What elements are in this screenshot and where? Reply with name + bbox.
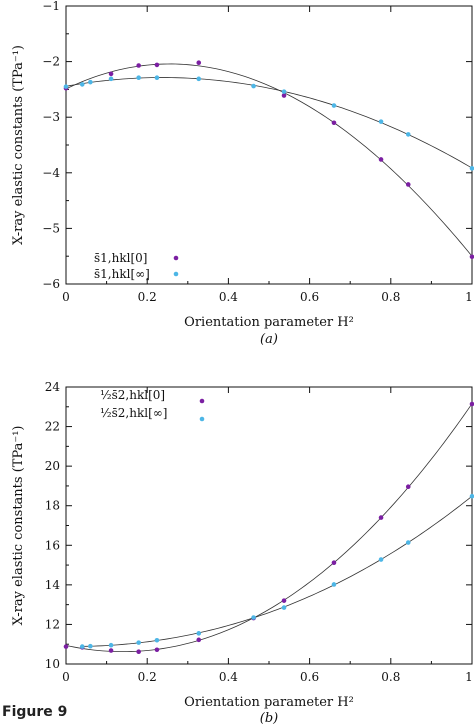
chart-b-fit-curve-2: [82, 495, 472, 647]
chart-b-y-tick-label: 20: [45, 459, 60, 473]
figure-label: Figure 9: [2, 704, 67, 720]
chart-a-series-2-point: [251, 83, 256, 89]
chart-a-x-tick-label: 0: [62, 290, 70, 304]
chart-b-series-2-point: [405, 540, 411, 545]
chart-b-series-2-point: [154, 637, 160, 643]
chart-b-series-1-point: [378, 515, 384, 520]
chart-a-series-2-point: [63, 84, 69, 89]
chart-a-legend-marker-1: [173, 255, 179, 261]
chart-b-series-1-point: [196, 637, 202, 643]
chart-a-series-2-point: [154, 75, 160, 81]
chart-a-series-2-point: [88, 79, 93, 85]
chart-b-series-2-point: [79, 644, 85, 649]
chart-a-series-1-point: [378, 157, 384, 162]
chart-a-series-1-point: [281, 93, 287, 98]
chart-b-legend-label-1: ½s̄2,hkl[0]: [100, 388, 165, 402]
chart-b-plot-frame: [65, 386, 473, 665]
chart-a-series-2-point: [196, 76, 202, 82]
chart-a-fit-curve-2: [66, 77, 472, 169]
chart-a-plot-frame: [65, 5, 473, 285]
chart-b-y-tick-label: 22: [45, 420, 60, 434]
chart-a-series-2-point: [331, 103, 337, 108]
chart-b-series-1-point: [136, 649, 141, 655]
chart-b-series-2-point: [331, 582, 337, 587]
chart-a-series-2-point: [378, 119, 384, 124]
chart-b-y-tick-label: 14: [45, 578, 61, 592]
chart-a-x-tick-label: 0.8: [381, 290, 400, 304]
chart-a-fit-curve-1: [66, 63, 472, 257]
chart-b-series-2-point: [136, 640, 141, 645]
chart-b-x-tick-label: 0.8: [381, 670, 400, 684]
chart-a-legend-label-2: s̄1,hkl[∞]: [94, 267, 150, 281]
chart-b-legend-marker-2: [199, 416, 205, 422]
chart-b-series-2-point: [108, 642, 114, 648]
chart-a-series-2-point: [108, 76, 114, 82]
chart-a-y-tick-label: −1: [42, 0, 60, 13]
chart-b-caption: (b): [260, 711, 278, 724]
panel-b-chart: 0 0.2 0.4 0.6 0.8 1 10 12 14 16 18 20 22 24 Orientatio…: [11, 380, 474, 724]
chart-b-series-1-point: [331, 560, 337, 565]
chart-a-series-1-point: [331, 120, 337, 126]
chart-b-series-1-point: [469, 401, 474, 407]
chart-b-series-2-point: [378, 557, 384, 562]
chart-a-series-1-point: [469, 254, 474, 260]
chart-b-series-2-point: [469, 493, 474, 499]
chart-a-y-tick-label: −4: [42, 166, 60, 180]
chart-a-series-1-point: [108, 71, 114, 77]
chart-a-x-tick-label: 1: [465, 290, 473, 304]
chart-b-y-tick-label: 16: [45, 538, 60, 552]
chart-b-series-1-point: [405, 484, 411, 490]
chart-a-x-tick-label: 0.6: [300, 290, 319, 304]
chart-b-series-1-point: [63, 644, 69, 649]
chart-a-series-2-point: [79, 82, 85, 87]
chart-a-y-tick-label: −6: [42, 277, 60, 291]
chart-a-series-1-point: [136, 63, 141, 68]
chart-b-series-1-point: [154, 647, 160, 653]
chart-b-y-tick-label: 18: [45, 499, 60, 513]
chart-a-series-2-point: [469, 166, 474, 171]
chart-b-x-tick-label: 0: [62, 670, 70, 684]
chart-b-x-tick-label: 0.6: [300, 670, 319, 684]
chart-a-series-1-point: [196, 60, 202, 66]
chart-a-x-tick-label: 0.2: [138, 290, 157, 304]
chart-b-legend-label-2: ½s̄2,hkl[∞]: [100, 406, 167, 420]
chart-b-series-2-point: [251, 615, 256, 620]
chart-b-y-tick-label: 12: [45, 617, 60, 631]
chart-b-series-1-point: [108, 648, 114, 653]
chart-b-y-tick-label: 24: [45, 380, 61, 394]
chart-b-series-2-point: [196, 631, 202, 636]
chart-b-x-tick-label: 1: [465, 670, 473, 684]
chart-b-legend-marker-1: [199, 398, 205, 404]
chart-a-series-1-point: [405, 182, 411, 187]
chart-a-y-axis-label: X-ray elastic constants (TPa⁻¹): [11, 45, 26, 245]
chart-a-caption: (a): [260, 332, 278, 347]
chart-b-series-1-point: [281, 598, 287, 603]
chart-a-y-tick-label: −2: [42, 55, 60, 69]
chart-a-series-1-point: [154, 62, 160, 68]
chart-a-x-tick-label: 0.4: [219, 290, 238, 304]
chart-b-x-axis-label: Orientation parameter H²: [184, 695, 354, 710]
chart-a-y-tick-label: −3: [42, 110, 60, 124]
chart-b-series-2-point: [281, 605, 287, 610]
panel-a-chart: 0 0.2 0.4 0.6 0.8 1 −6 −5 −4 −3 −2 −1 Orientation pa…: [11, 0, 474, 347]
chart-b-y-tick-label: 10: [45, 657, 60, 671]
chart-a-series-2-point: [405, 132, 411, 137]
chart-a-x-axis-label: Orientation parameter H²: [184, 315, 354, 330]
chart-a-y-tick-label: −5: [42, 221, 60, 235]
chart-b-y-axis-label: X-ray elastic constants (TPa⁻¹): [11, 425, 26, 625]
chart-a-legend-marker-2: [173, 271, 179, 277]
chart-b-fit-curve-1: [66, 403, 472, 653]
chart-b-series-2-point: [88, 643, 93, 649]
chart-a-legend-label-1: s̄1,hkl[0]: [94, 251, 147, 265]
chart-b-x-tick-label: 0.2: [138, 670, 157, 684]
chart-a-series-2-point: [136, 75, 141, 81]
chart-a-series-2-point: [281, 89, 287, 94]
chart-b-x-tick-label: 0.4: [219, 670, 238, 684]
